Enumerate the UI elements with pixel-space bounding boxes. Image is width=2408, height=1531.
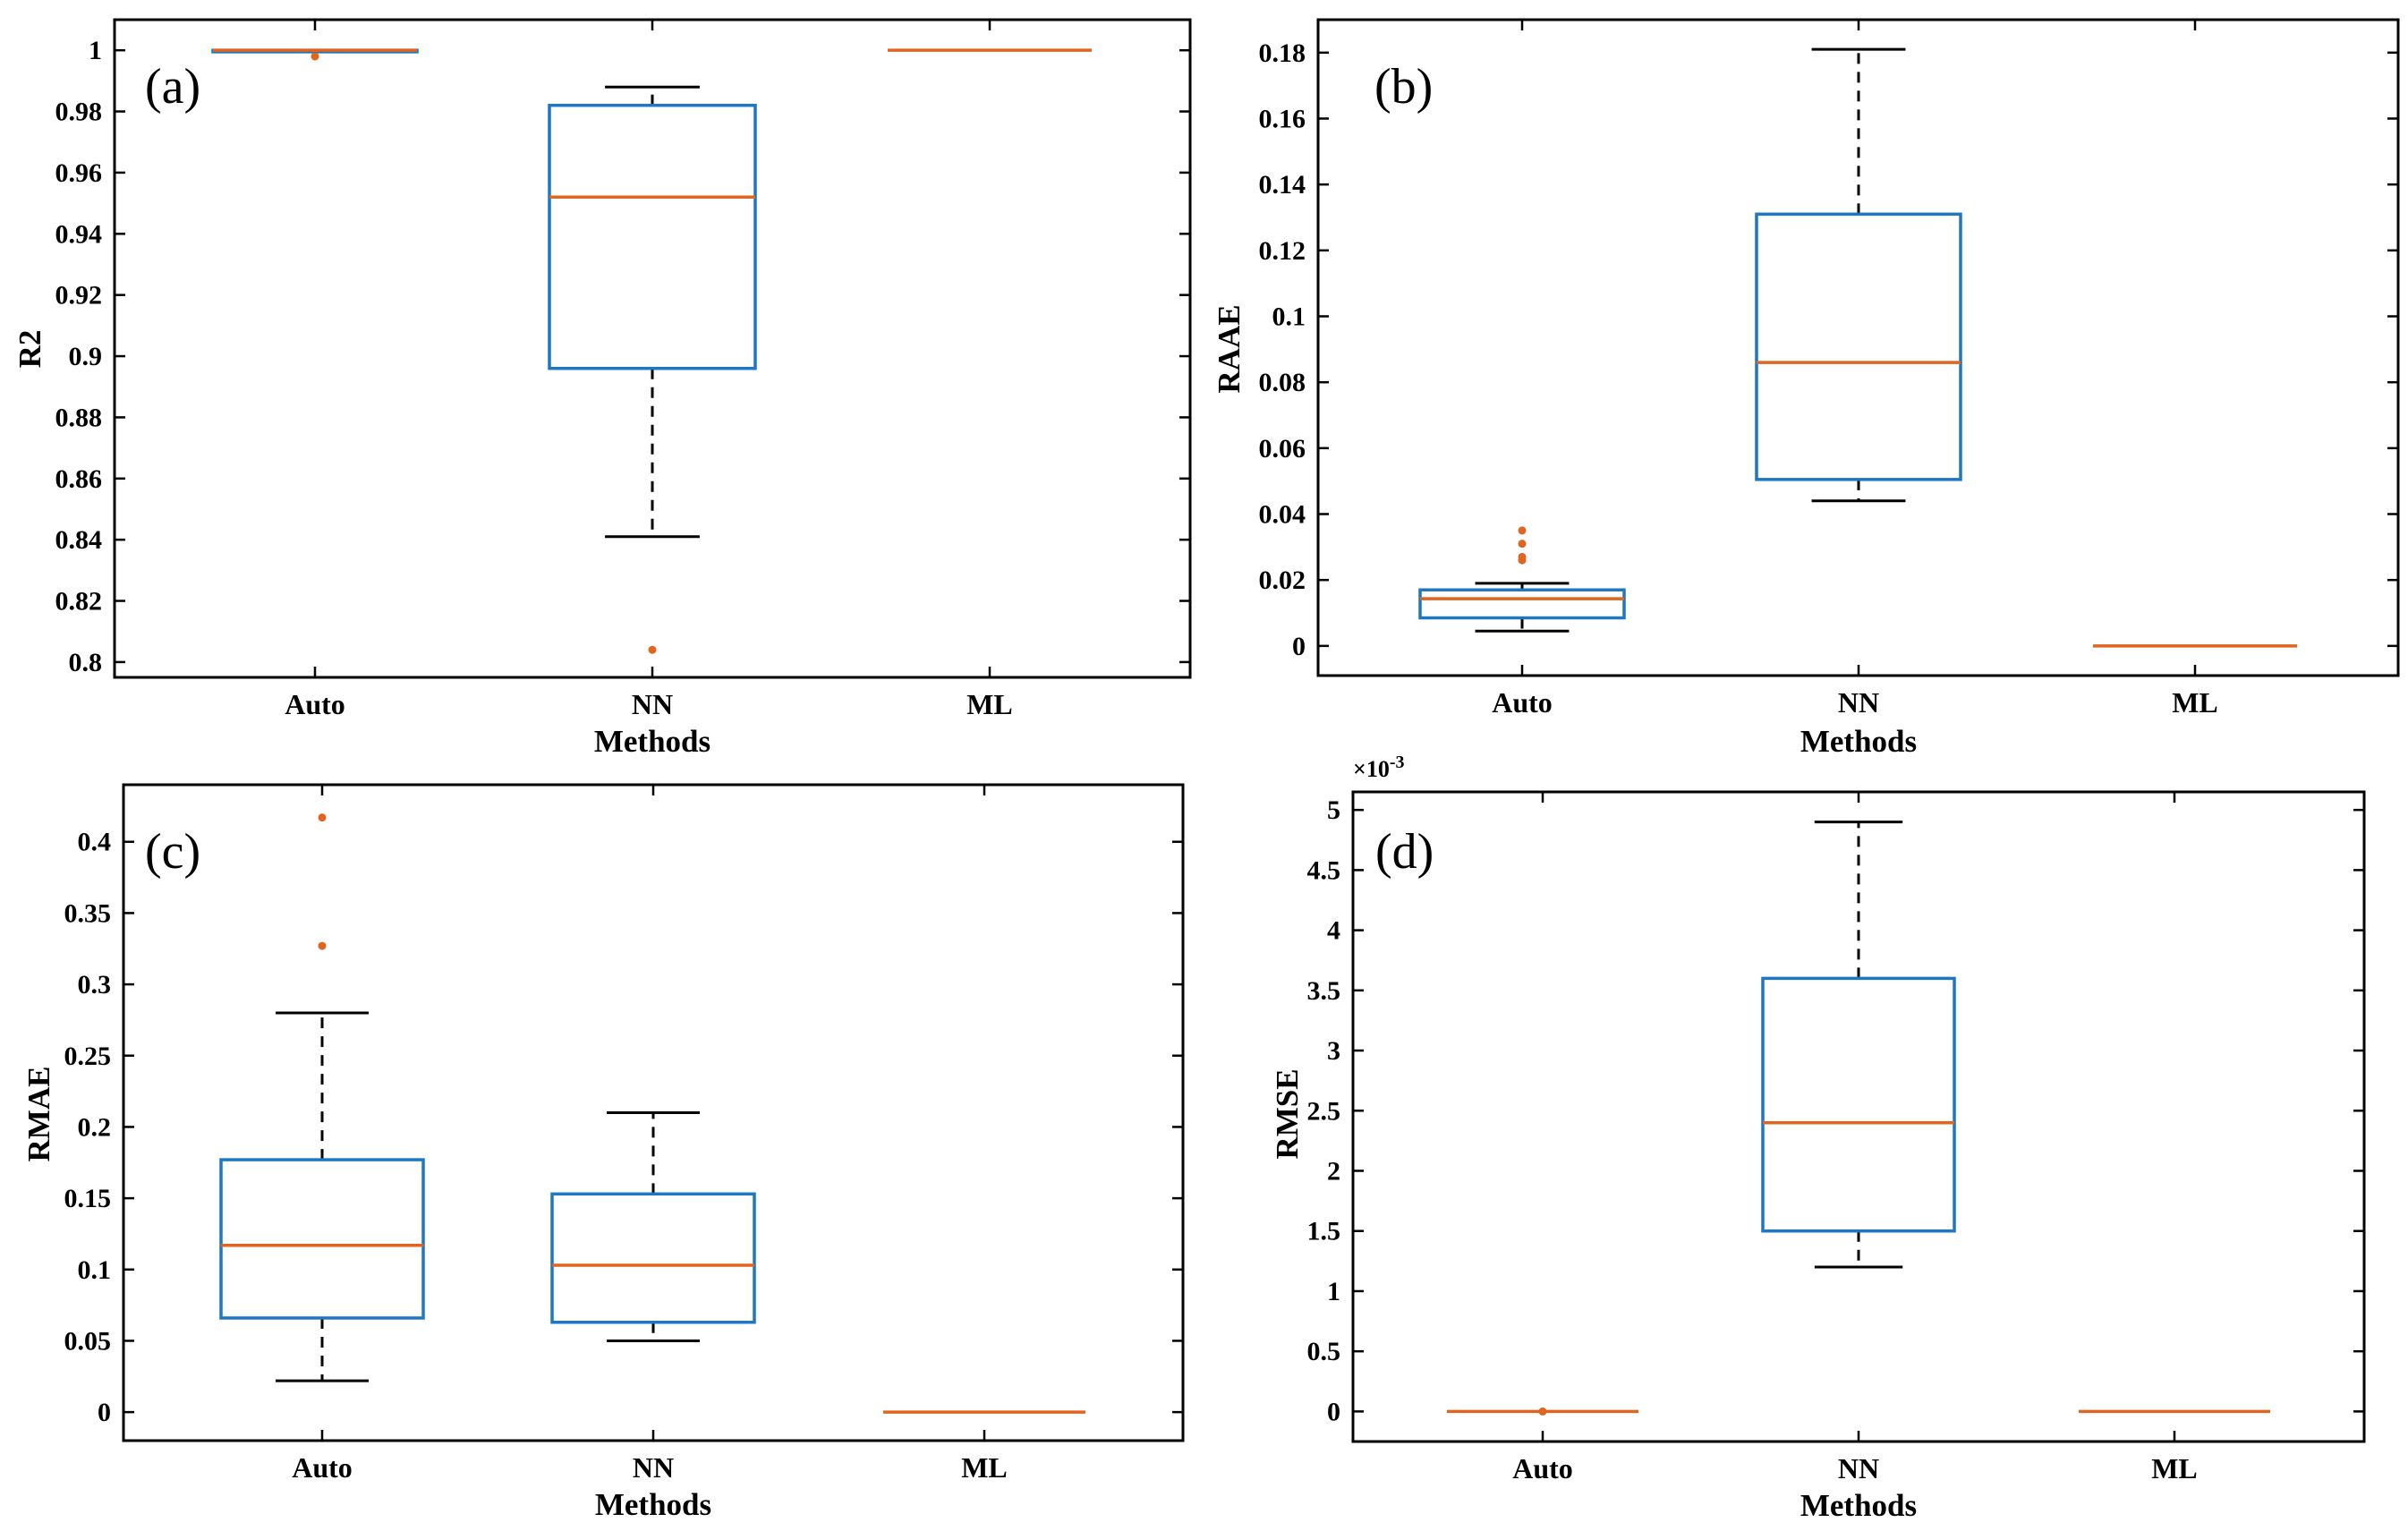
outlier-point: [1538, 1407, 1547, 1416]
y-tick-label-a: 0.94: [55, 219, 103, 249]
y-tick-label-c: 0.4: [78, 828, 112, 857]
y-tick-label-d: 4.5: [1307, 855, 1341, 885]
outlier-point: [1518, 540, 1527, 549]
y-tick-label-d: 5: [1327, 795, 1340, 825]
category-label-b-ml: ML: [2172, 686, 2218, 719]
panel-label-b: (b): [1374, 59, 1433, 115]
plot-frame-d: [1351, 790, 2366, 1443]
y-axis-multiplier-exponent: -3: [1390, 753, 1405, 772]
y-tick-label-d: 1.5: [1307, 1217, 1341, 1246]
category-label-a-nn: NN: [632, 688, 673, 720]
outlier-point: [318, 941, 327, 950]
y-tick-label-a: 0.82: [55, 587, 103, 617]
category-label-d-ml: ML: [2151, 1452, 2198, 1484]
y-axis-title-b: RAAE: [1212, 304, 1247, 393]
panel-label-d: (d): [1375, 824, 1434, 880]
y-tick-label-a: 0.84: [55, 525, 103, 555]
category-label-c-ml: ML: [961, 1451, 1008, 1484]
marks-c: [219, 813, 1085, 1414]
panel-d: 0 0.5 1 1.5 2 2.5 3 3.5 4 4.5 5 (d) RMSE ×10-3 Aut…: [1270, 753, 2366, 1523]
y-tick-label-a: 0.86: [55, 464, 103, 494]
panel-a: 0.80.820.840.860.880.90.920.940.960.981 …: [13, 18, 1192, 720]
ticks-d: 0 0.5 1 1.5 2 2.5 3 3.5 4 4.5 5: [1307, 792, 2364, 1442]
category-label-a-ml: ML: [966, 688, 1013, 720]
x-axis-title-a: Methods: [594, 724, 710, 759]
y-tick-label-b: 0.1: [1272, 302, 1306, 332]
y-tick-label-b: 0.16: [1259, 105, 1306, 134]
plot-frame-a: [113, 18, 1192, 679]
y-tick-label-b: 0.06: [1259, 434, 1306, 464]
box-auto: [219, 1158, 425, 1320]
ticks-a: 0.8 0.82 0.84 0.86 0.88 0.9 0.92 0.94 0.96 0.98 1: [55, 20, 1190, 677]
y-tick-label-d: 1: [1327, 1277, 1340, 1306]
y-tick-label-b: 0.12: [1259, 236, 1306, 266]
y-tick-label-a: 0.8: [69, 648, 103, 677]
category-label-b-nn: NN: [1838, 686, 1879, 719]
y-tick-label-c: 0.15: [64, 1184, 112, 1213]
box-nn: [1761, 976, 1956, 1233]
x-axis-title-c: Methods: [595, 1487, 711, 1522]
marks-a: [211, 48, 1092, 654]
y-tick-label-a: 0.88: [55, 403, 103, 432]
panel-label-a: (a): [145, 59, 200, 115]
marks-b: [1418, 47, 2297, 648]
y-tick-label-d: 0: [1327, 1397, 1340, 1426]
category-label-b-auto: Auto: [1492, 686, 1553, 719]
y-axis-multiplier-base: ×10: [1353, 756, 1390, 782]
y-tick-label-d: 2: [1327, 1157, 1340, 1187]
y-tick-label-d: 3: [1327, 1036, 1340, 1066]
box-auto: [1418, 588, 1626, 620]
y-tick-label-d: 3.5: [1307, 976, 1341, 1006]
y-axis-multiplier-d: ×10-3: [1353, 753, 1405, 782]
panel-c: 0 0.05 0.1 0.15 0.2 0.25 0.3 0.35 0.4 (c) RMAE A…: [21, 783, 1185, 1522]
y-tick-label-c: 0.2: [78, 1112, 112, 1142]
box-nn: [550, 1192, 756, 1324]
y-tick-label-a: 0.92: [55, 281, 103, 310]
ticks-c: 0 0.05 0.1 0.15 0.2 0.25 0.3 0.35 0.4: [64, 785, 1183, 1441]
outlier-point: [318, 813, 327, 822]
category-label-c-nn: NN: [633, 1451, 674, 1484]
y-tick-label-d: 2.5: [1307, 1096, 1341, 1126]
y-tick-label-c: 0: [98, 1398, 111, 1427]
y-tick-label-a: 0.96: [55, 158, 103, 188]
y-tick-label-a: 0.9: [69, 342, 103, 371]
y-tick-label-a: 0.98: [55, 98, 103, 127]
box-nn: [548, 103, 757, 370]
y-tick-label-b: 0.08: [1259, 368, 1306, 397]
y-tick-label-b: 0.02: [1259, 566, 1306, 595]
y-tick-label-b: 0: [1292, 632, 1306, 661]
category-label-d-auto: Auto: [1512, 1452, 1573, 1484]
category-label-d-nn: NN: [1838, 1452, 1879, 1484]
x-axis-title-b: Methods: [1800, 724, 1917, 759]
outlier-point: [1518, 526, 1527, 535]
outlier-point: [648, 645, 657, 654]
y-tick-label-c: 0.05: [64, 1326, 112, 1356]
y-tick-label-d: 0.5: [1307, 1337, 1341, 1366]
y-tick-label-a: 1: [89, 36, 102, 65]
outlier-point: [311, 52, 319, 61]
y-tick-label-c: 0.1: [78, 1255, 112, 1285]
x-axis-title-d: Methods: [1800, 1488, 1917, 1523]
outlier-point: [1518, 552, 1527, 561]
y-tick-label-c: 0.25: [64, 1042, 112, 1071]
panel-label-c: (c): [145, 824, 200, 880]
category-label-a-auto: Auto: [285, 688, 345, 720]
ticks-b: 0 0.02 0.04 0.06 0.08 0.1 0.12 0.14 0.16 0.18: [1259, 20, 2398, 676]
marks-d: [1447, 821, 2270, 1416]
y-axis-title-c: RMAE: [21, 1067, 56, 1162]
box-nn: [1755, 212, 1962, 481]
y-tick-label-b: 0.18: [1259, 38, 1306, 68]
y-tick-label-c: 0.3: [78, 970, 112, 999]
y-tick-label-d: 4: [1327, 916, 1340, 946]
y-axis-title-d: RMSE: [1270, 1068, 1305, 1159]
panel-b: 0 0.02 0.04 0.06 0.08 0.1 0.12 0.14 0.16 0.18 (b)…: [1212, 18, 2400, 759]
y-axis-title-a: R2: [13, 330, 47, 369]
category-label-c-auto: Auto: [292, 1451, 353, 1484]
y-tick-label-b: 0.04: [1259, 500, 1306, 530]
y-tick-label-b: 0.14: [1259, 170, 1306, 200]
y-tick-label-c: 0.35: [64, 898, 112, 928]
